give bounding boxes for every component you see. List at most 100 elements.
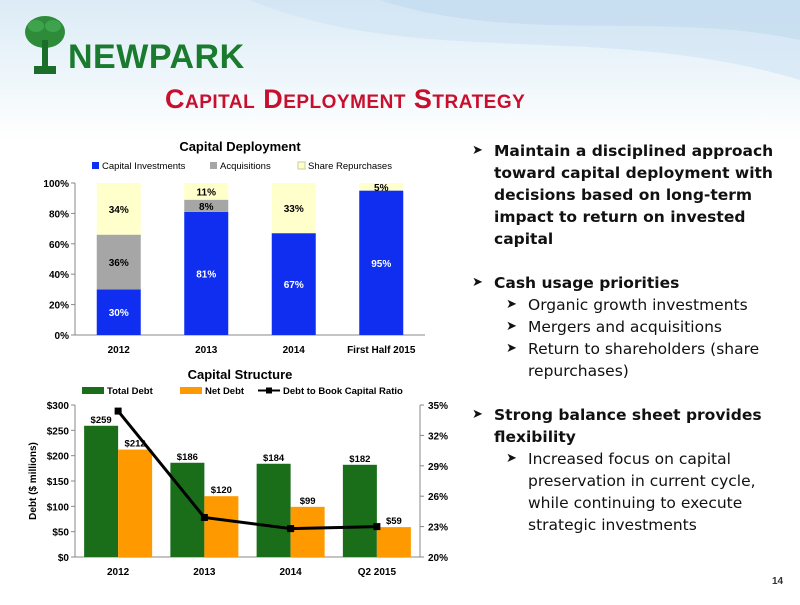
arrow-bullet-icon: ➤ bbox=[472, 275, 483, 290]
legend-label-debt-to-book-capital-ratio: Debt to Book Capital Ratio bbox=[283, 386, 403, 397]
data-label-capital-investments-first-half-2015: 95% bbox=[371, 259, 391, 270]
point-debt-to-book-capital-ratio-q2-2015 bbox=[373, 523, 381, 531]
y-tick-label: 80% bbox=[49, 209, 69, 220]
x-tick-label: 2012 bbox=[108, 345, 131, 356]
header-wave-decoration bbox=[250, 0, 800, 80]
y-tick-label: 60% bbox=[49, 240, 69, 251]
bar-net-debt-2013 bbox=[204, 496, 239, 557]
data-label-capital-investments-2014: 67% bbox=[284, 280, 304, 291]
legend-swatch-share-repurchases bbox=[297, 161, 306, 170]
bar-acquisitions-2012 bbox=[96, 234, 141, 290]
legend-label-net-debt: Net Debt bbox=[205, 386, 245, 397]
bar-net-debt-2012 bbox=[118, 449, 153, 557]
point-debt-to-book-capital-ratio-2014 bbox=[287, 525, 295, 533]
data-label-acquisitions-2013: 8% bbox=[199, 202, 214, 213]
y-tick-label: $50 bbox=[52, 528, 69, 539]
bullet-cash-usage: ➤ Cash usage priorities bbox=[468, 272, 788, 294]
x-tick-label: Q2 2015 bbox=[358, 567, 397, 578]
legend-swatch-total-debt bbox=[82, 387, 104, 394]
y-tick-label: 20% bbox=[49, 301, 69, 312]
legend-swatch-net-debt bbox=[180, 387, 202, 394]
sub-bullet-text: Mergers and acquisitions bbox=[528, 318, 722, 336]
legend-swatch-acquisitions bbox=[210, 162, 217, 169]
y-tick-label: $100 bbox=[47, 502, 70, 513]
capital-structure-chart: Total Debt Net Debt Debt to Book Capital R… bbox=[28, 386, 448, 578]
legend-swatch-capital-investments bbox=[92, 162, 99, 169]
y-tick-label: $200 bbox=[47, 452, 70, 463]
data-label-total-debt-2014: $184 bbox=[263, 453, 285, 464]
legend-label-acquisitions: Acquisitions bbox=[220, 161, 271, 172]
bar-acquisitions-2013 bbox=[184, 199, 229, 212]
x-tick-label: 2013 bbox=[195, 345, 218, 356]
line-debt-to-book-capital-ratio bbox=[116, 410, 377, 531]
data-label-acquisitions-2012: 36% bbox=[109, 258, 129, 269]
sub-bullet-text: Return to shareholders (share repurchase… bbox=[528, 340, 760, 380]
x-tick-label: 2014 bbox=[280, 567, 303, 578]
bullet-text: Maintain a disciplined approach toward c… bbox=[494, 142, 774, 248]
legend-marker-debt-to-book-capital-ratio bbox=[266, 387, 272, 394]
bar-total-debt-2012 bbox=[84, 425, 119, 557]
bullet-disciplined-approach: ➤ Maintain a disciplined approach toward … bbox=[468, 140, 788, 250]
y2-tick-label: 32% bbox=[428, 431, 448, 442]
capital-structure-title: Capital Structure bbox=[187, 367, 293, 382]
sub-bullet-mergers: ➤ Mergers and acquisitions bbox=[468, 316, 788, 338]
data-label-net-debt-q2-2015: $59 bbox=[386, 516, 402, 527]
bar-net-debt-q2-2015 bbox=[376, 527, 411, 557]
data-label-total-debt-2013: $186 bbox=[177, 452, 198, 463]
data-label-share-repurchases-2014: 33% bbox=[284, 204, 304, 215]
data-label-capital-investments-2013: 81% bbox=[196, 269, 216, 280]
bar-total-debt-q2-2015 bbox=[342, 464, 377, 557]
data-label-total-debt-q2-2015: $182 bbox=[349, 454, 370, 465]
bar-share-repurchases-2012 bbox=[96, 183, 141, 235]
point-debt-to-book-capital-ratio-2012 bbox=[114, 407, 122, 415]
arrow-bullet-icon: ➤ bbox=[506, 319, 517, 334]
sub-bullet-text: Organic growth investments bbox=[528, 296, 748, 314]
arrow-bullet-icon: ➤ bbox=[506, 451, 517, 466]
y-tick-label: 0% bbox=[55, 331, 70, 342]
page-number: 14 bbox=[772, 576, 784, 587]
y-tick-label: $0 bbox=[58, 553, 70, 564]
data-label-net-debt-2014: $99 bbox=[300, 496, 316, 507]
bar-capital-investments-2012 bbox=[96, 289, 141, 335]
capital-deployment-title: Capital Deployment bbox=[179, 139, 301, 154]
y2-tick-label: 23% bbox=[428, 523, 448, 534]
y-axis-title: Debt ($ millions) bbox=[28, 442, 39, 520]
y-tick-label: 40% bbox=[49, 270, 69, 281]
capital-deployment-chart: Capital Investments Acquisitions Share Rep… bbox=[43, 161, 425, 356]
bullet-text: Strong balance sheet provides flexibilit… bbox=[494, 406, 762, 446]
bar-share-repurchases-first-half-2015 bbox=[359, 183, 404, 191]
data-label-net-debt-2013: $120 bbox=[211, 485, 232, 496]
legend-label-share-repurchases: Share Repurchases bbox=[308, 161, 392, 172]
x-tick-label: 2013 bbox=[193, 567, 216, 578]
bullet-list: ➤ Maintain a disciplined approach toward … bbox=[468, 140, 788, 536]
arrow-bullet-icon: ➤ bbox=[472, 143, 483, 158]
x-tick-label: 2012 bbox=[107, 567, 130, 578]
y-tick-label: $150 bbox=[47, 477, 70, 488]
bar-net-debt-2014 bbox=[290, 506, 325, 557]
arrow-bullet-icon: ➤ bbox=[472, 407, 483, 422]
brand-name: NEWPARK bbox=[68, 38, 245, 76]
data-label-total-debt-2012: $259 bbox=[91, 415, 112, 426]
bar-share-repurchases-2014 bbox=[271, 183, 316, 234]
slide-title: Capital Deployment Strategy bbox=[165, 84, 526, 114]
data-label-share-repurchases-first-half-2015: 5% bbox=[374, 183, 389, 194]
y-tick-label: 100% bbox=[43, 179, 69, 190]
point-debt-to-book-capital-ratio-2013 bbox=[200, 513, 208, 521]
y2-tick-label: 20% bbox=[428, 553, 448, 564]
sub-bullet-organic-growth: ➤ Organic growth investments bbox=[468, 294, 788, 316]
data-label-share-repurchases-2013: 11% bbox=[197, 187, 217, 198]
sub-bullet-capital-preservation: ➤ Increased focus on capital preservation… bbox=[468, 448, 788, 536]
bullet-strong-balance-sheet: ➤ Strong balance sheet provides flexibili… bbox=[468, 404, 788, 448]
bar-capital-investments-2014 bbox=[271, 233, 316, 335]
arrow-bullet-icon: ➤ bbox=[506, 297, 517, 312]
data-label-net-debt-2012: $212 bbox=[125, 439, 146, 450]
y-tick-label: $300 bbox=[47, 401, 70, 412]
newpark-logo-icon bbox=[25, 16, 65, 74]
data-label-share-repurchases-2012: 34% bbox=[109, 205, 129, 216]
x-tick-label: 2014 bbox=[283, 345, 306, 356]
bar-total-debt-2014 bbox=[256, 463, 291, 557]
bar-share-repurchases-2013 bbox=[184, 183, 229, 200]
arrow-bullet-icon: ➤ bbox=[506, 341, 517, 356]
sub-bullet-text: Increased focus on capital preservation … bbox=[528, 450, 756, 534]
legend-label-capital-investments: Capital Investments bbox=[102, 161, 186, 172]
